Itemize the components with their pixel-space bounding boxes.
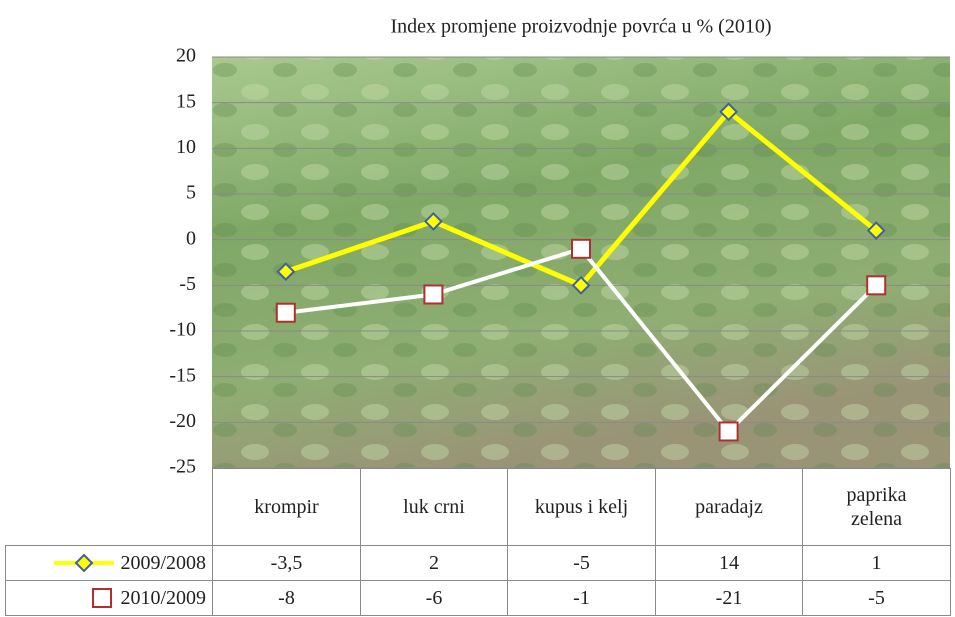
chart-title: Index promjene proizvodnje povrća u % (2…	[391, 16, 772, 38]
legend-icon	[54, 553, 115, 573]
plot-texture	[212, 57, 950, 468]
value-cell: -8	[212, 580, 361, 616]
data-point	[275, 302, 296, 323]
value-cell: -21	[655, 580, 803, 616]
data-point	[423, 284, 444, 305]
y-tick-label: 10	[176, 136, 196, 158]
y-tick-label: 15	[176, 90, 196, 112]
value-cell-text: -5	[868, 587, 885, 609]
data-point	[719, 102, 739, 122]
category-cell-text: paradajz	[695, 496, 763, 518]
legend-cell: 2009/2008	[5, 545, 213, 581]
y-tick-label: -5	[179, 273, 196, 295]
y-tick-label: 20	[176, 45, 196, 67]
value-cell: -1	[507, 580, 656, 616]
value-cell: -6	[360, 580, 508, 616]
category-cell-text: luk crni	[403, 496, 465, 518]
category-cell: paradajz	[655, 468, 803, 546]
value-cell: 2	[360, 545, 508, 581]
value-cell-text: 2	[429, 552, 439, 574]
value-cell: 1	[802, 545, 951, 581]
value-cell: -5	[802, 580, 951, 616]
y-tick-label: 5	[186, 182, 196, 204]
category-cell: kupus i kelj	[507, 468, 656, 546]
y-tick-label: -25	[169, 456, 196, 478]
y-tick-label: 0	[186, 227, 196, 249]
value-cell-text: -6	[425, 587, 443, 609]
category-cell: luk crni	[360, 468, 508, 546]
legend-cell: 2010/2009	[5, 580, 213, 616]
y-tick-label: -15	[169, 364, 196, 386]
value-cell-text: 14	[719, 552, 739, 574]
legend-label: 2009/2008	[120, 552, 206, 574]
category-cell-text: krompir	[254, 496, 319, 518]
y-tick-label: -20	[169, 410, 196, 432]
legend-icon	[92, 588, 113, 608]
legend-marker	[75, 553, 94, 573]
legend-label: 2010/2009	[120, 587, 206, 609]
value-cell-text: -1	[573, 587, 590, 609]
value-cell: -3,5	[212, 545, 361, 581]
data-point	[276, 262, 296, 282]
data-point	[866, 275, 887, 296]
category-cell-text: kupus i kelj	[534, 496, 629, 518]
category-cell: krompir	[212, 468, 361, 546]
data-point	[571, 275, 591, 295]
value-cell-text: 1	[871, 552, 882, 574]
category-cell: paprika zelena	[802, 468, 951, 546]
value-cell: 14	[655, 545, 803, 581]
value-cell-text: -3,5	[270, 552, 303, 574]
y-tick-label: -10	[169, 319, 196, 341]
value-cell-text: -8	[278, 587, 295, 609]
data-point	[571, 238, 591, 259]
value-cell-text: -21	[715, 587, 743, 609]
value-cell: -5	[507, 545, 656, 581]
data-point	[718, 421, 739, 442]
category-cell-text: paprika zelena	[846, 484, 907, 530]
data-point	[423, 211, 443, 231]
legend-marker	[92, 588, 113, 608]
data-point	[866, 221, 886, 240]
value-cell-text: -5	[573, 552, 590, 574]
